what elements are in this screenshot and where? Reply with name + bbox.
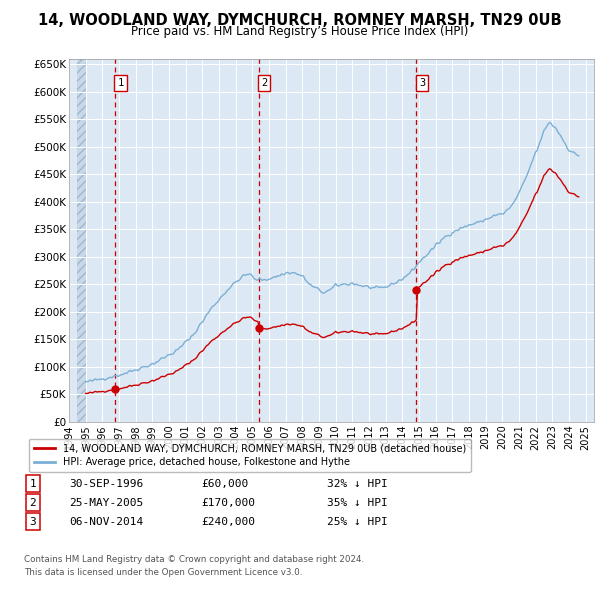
Text: £170,000: £170,000 (201, 498, 255, 507)
Text: This data is licensed under the Open Government Licence v3.0.: This data is licensed under the Open Gov… (24, 568, 302, 577)
Text: 30-SEP-1996: 30-SEP-1996 (69, 479, 143, 489)
Text: 32% ↓ HPI: 32% ↓ HPI (327, 479, 388, 489)
Text: 14, WOODLAND WAY, DYMCHURCH, ROMNEY MARSH, TN29 0UB: 14, WOODLAND WAY, DYMCHURCH, ROMNEY MARS… (38, 13, 562, 28)
Bar (77, 59, 86, 422)
Text: Price paid vs. HM Land Registry’s House Price Index (HPI): Price paid vs. HM Land Registry’s House … (131, 25, 469, 38)
Text: 06-NOV-2014: 06-NOV-2014 (69, 517, 143, 526)
Text: £240,000: £240,000 (201, 517, 255, 526)
Legend: 14, WOODLAND WAY, DYMCHURCH, ROMNEY MARSH, TN29 0UB (detached house), HPI: Avera: 14, WOODLAND WAY, DYMCHURCH, ROMNEY MARS… (29, 438, 471, 472)
Text: 3: 3 (419, 78, 425, 87)
Text: 2: 2 (261, 78, 268, 87)
Text: 3: 3 (29, 517, 37, 526)
Text: 1: 1 (118, 78, 124, 87)
Text: 2: 2 (29, 498, 37, 507)
Text: 1: 1 (29, 479, 37, 489)
Text: £60,000: £60,000 (201, 479, 248, 489)
Text: 25-MAY-2005: 25-MAY-2005 (69, 498, 143, 507)
Text: 35% ↓ HPI: 35% ↓ HPI (327, 498, 388, 507)
Text: Contains HM Land Registry data © Crown copyright and database right 2024.: Contains HM Land Registry data © Crown c… (24, 555, 364, 564)
Text: 25% ↓ HPI: 25% ↓ HPI (327, 517, 388, 526)
